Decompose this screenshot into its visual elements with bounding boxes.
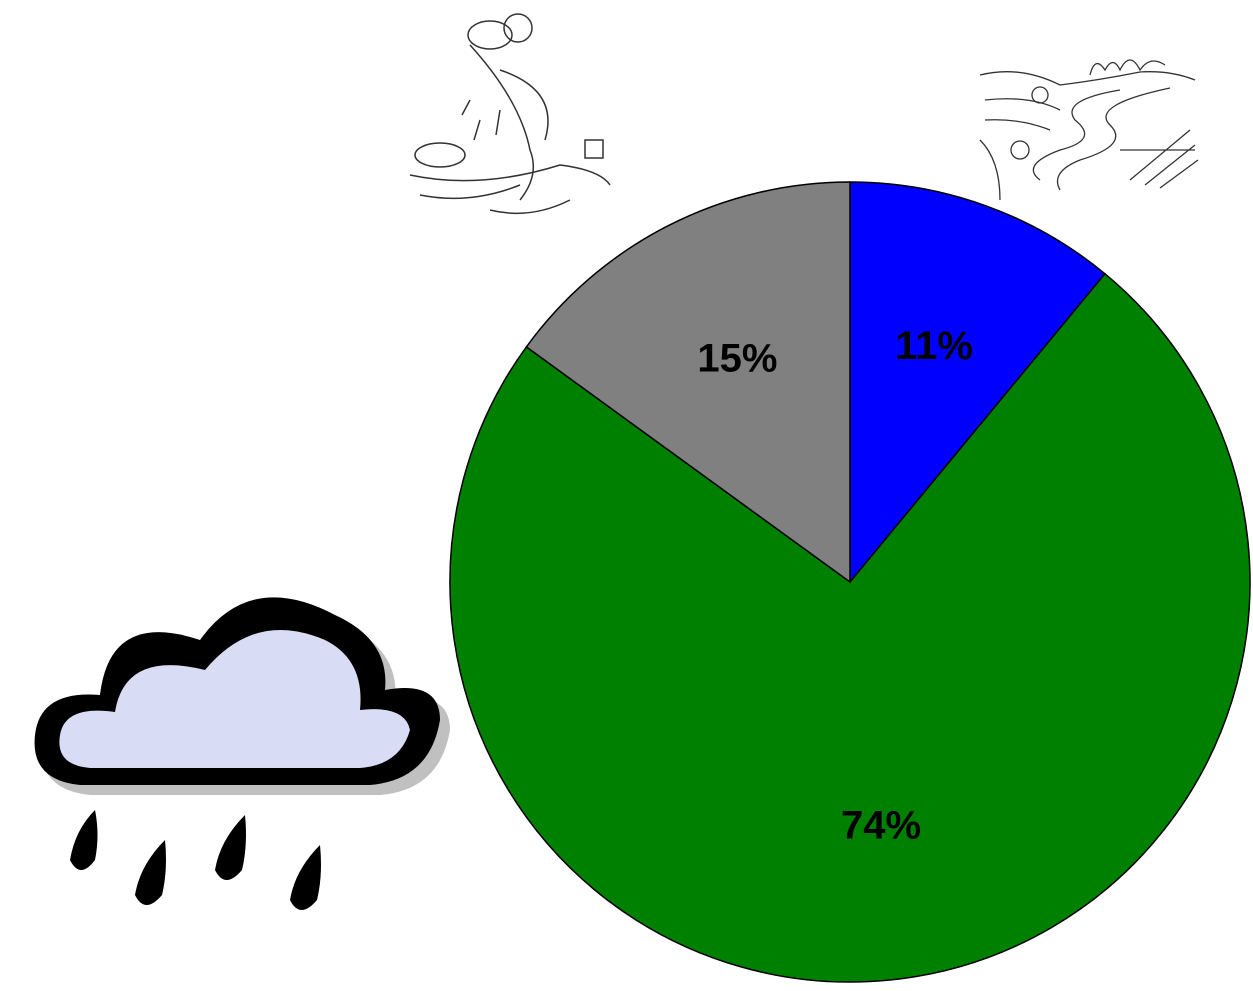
pie-slice: [849, 181, 1107, 585]
data-label: 15%: [697, 337, 777, 381]
data-label: 11%: [895, 324, 973, 368]
data-label: 74%: [841, 804, 921, 848]
pie-slice: [525, 181, 851, 584]
spill-sketch: [409, 13, 611, 215]
pie: 11% 74% 15%: [449, 181, 1251, 983]
landscape-sketch: [979, 59, 1199, 201]
rain-cloud: [34, 597, 450, 910]
pie-slice: [449, 272, 1251, 983]
